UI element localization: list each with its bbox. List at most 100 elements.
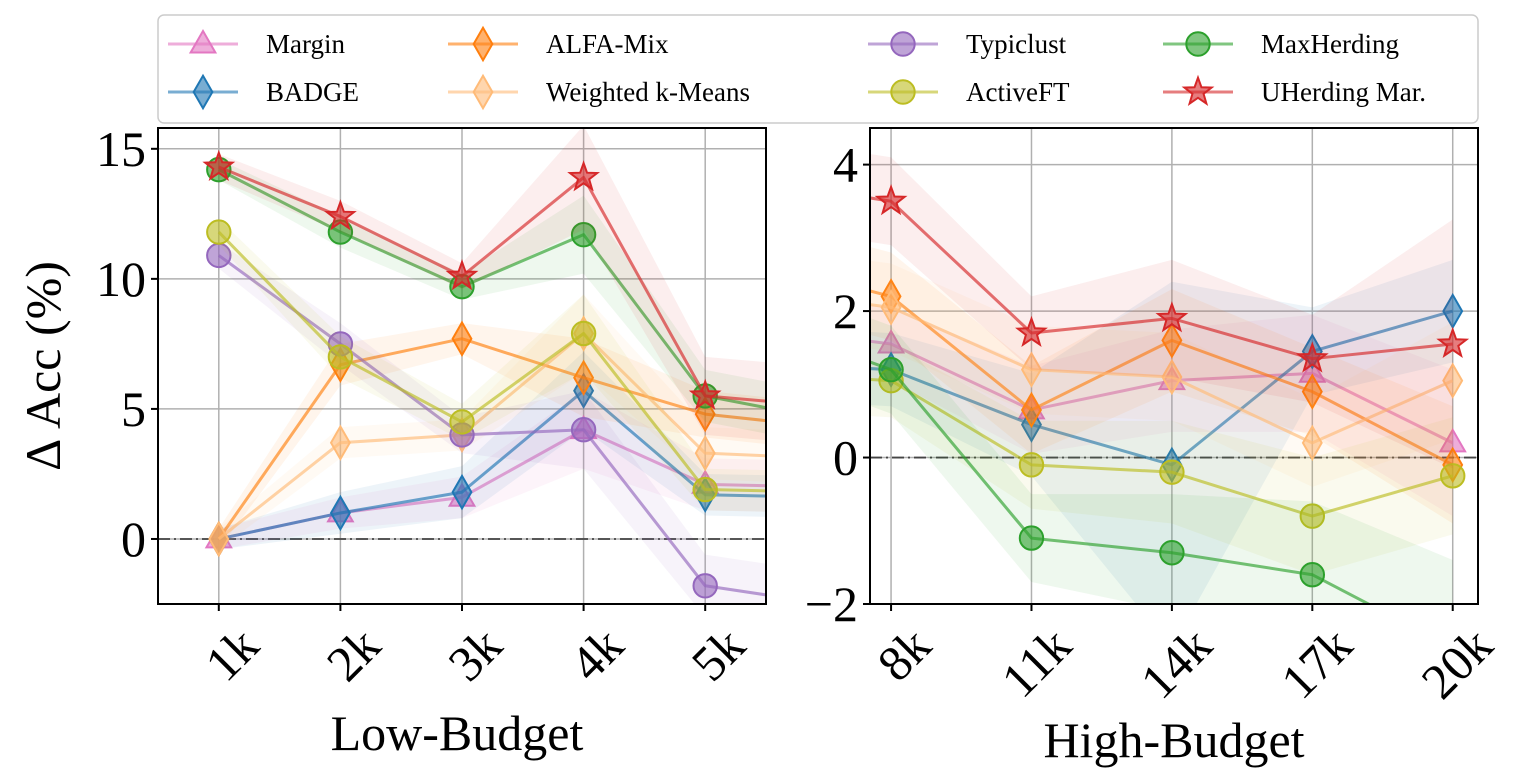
y-tick-label: 0 (833, 430, 858, 486)
series-band (870, 318, 1453, 604)
legend-marker-diamond-icon (192, 73, 214, 111)
data-point (878, 356, 904, 383)
legend-item-alfa-mix: ALFA-Mix (448, 25, 669, 63)
legend-marker-diamond-icon (472, 73, 494, 111)
data-point (1155, 301, 1189, 333)
legend-label: ActiveFT (966, 77, 1070, 107)
data-point (1299, 562, 1326, 588)
data-point (1161, 358, 1183, 396)
x-tick-label: 14k (1130, 617, 1223, 710)
panel-low-budget: 0 5 10 15 1k 2k 3k 4k 5k Low-Budget Δ Acc (%) (15, 121, 767, 761)
legend-item-badge: BADGE (168, 73, 359, 111)
data-point (567, 160, 601, 192)
data-point (692, 573, 718, 599)
series-line (218, 389, 766, 541)
series-line (217, 230, 766, 493)
legend-marker-triangle-icon (188, 28, 218, 54)
legend-item-maxherding: MaxHerding (1163, 29, 1399, 59)
data-point (1020, 351, 1042, 388)
legend-label: Weighted k-Means (546, 77, 750, 107)
legend-label: MaxHerding (1261, 29, 1399, 59)
data-point (327, 344, 354, 370)
legend-label: ALFA-Mix (546, 29, 669, 59)
legend-label: Margin (266, 29, 345, 59)
data-point (874, 183, 908, 216)
legend-item-margin: Margin (168, 28, 345, 59)
data-point (329, 424, 351, 461)
data-point (451, 320, 473, 357)
legend-item-uherding-mar: UHerding Mar. (1163, 74, 1426, 107)
legend-item-weighted-k-means: Weighted k-Means (448, 73, 750, 111)
series-band (870, 153, 1453, 469)
series-line (218, 168, 766, 410)
series-band (218, 242, 766, 604)
series-band (218, 128, 766, 441)
legend-marker-circle-icon (1185, 31, 1211, 57)
legend-marker-star-icon (1181, 74, 1215, 106)
data-point (692, 476, 718, 503)
data-point (202, 149, 236, 181)
data-point (1301, 424, 1323, 462)
series-band (218, 294, 766, 550)
series-line (870, 360, 1372, 604)
data-point (206, 219, 232, 245)
data-point (1020, 391, 1042, 429)
data-point (329, 494, 351, 532)
y-tick-label: 0 (121, 511, 146, 567)
data-point (880, 289, 902, 326)
series-line (870, 378, 1454, 518)
legend: Margin BADGE ALFA-Mix Weighted k-Means Typic… (157, 14, 1479, 124)
legend-item-typiclust: Typiclust (868, 29, 1067, 59)
data-point (694, 395, 716, 433)
data-point (573, 359, 595, 396)
series-line (217, 254, 766, 597)
x-tick-label: 5k (681, 617, 756, 692)
legend-label: BADGE (266, 77, 359, 107)
data-point (1295, 341, 1329, 373)
data-point (1018, 525, 1045, 551)
series-layer (202, 128, 766, 604)
series-band (218, 159, 766, 434)
y-tick-label: 15 (96, 121, 146, 177)
data-point (449, 409, 475, 435)
y-tick-label: 4 (833, 137, 858, 193)
y-tick-label: 10 (96, 251, 146, 307)
series-line (217, 337, 766, 540)
data-point (1301, 373, 1323, 410)
series-activeft (206, 219, 766, 512)
x-tick-label: 3k (437, 617, 512, 692)
x-tick-label: 1k (194, 617, 269, 692)
x-axis-title: Low-Budget (331, 705, 584, 761)
series-band (870, 246, 1453, 524)
data-point (1159, 459, 1185, 485)
data-point (570, 417, 597, 443)
series-weighted-k-means (870, 260, 1464, 487)
legend-marker-circle-icon (890, 31, 916, 57)
data-point (570, 320, 597, 347)
x-tick-label: 20k (1410, 617, 1503, 710)
data-point (694, 434, 716, 472)
y-axis-title: Δ Acc (%) (15, 261, 71, 471)
series-line (870, 303, 1454, 445)
x-tick-label: 4k (559, 617, 634, 692)
data-point (1442, 362, 1464, 399)
series-line (218, 165, 766, 403)
legend-marker-circle-icon (890, 79, 916, 105)
series-uherding-mar (202, 128, 766, 441)
legend-label: UHerding Mar. (1261, 77, 1426, 107)
data-point (1159, 540, 1185, 566)
series-band (218, 351, 766, 550)
data-point (688, 378, 722, 410)
series-line (870, 309, 1454, 467)
axes-frame (869, 127, 1479, 605)
series-line (870, 196, 1453, 361)
x-tick-label: 17k (1270, 617, 1363, 710)
series-layer (870, 153, 1470, 604)
y-tick-label: −2 (805, 576, 858, 632)
x-tick-label: 8k (866, 617, 941, 692)
x-tick-label: 2k (316, 617, 391, 692)
series-line (870, 339, 1454, 445)
series-line (870, 289, 1454, 467)
